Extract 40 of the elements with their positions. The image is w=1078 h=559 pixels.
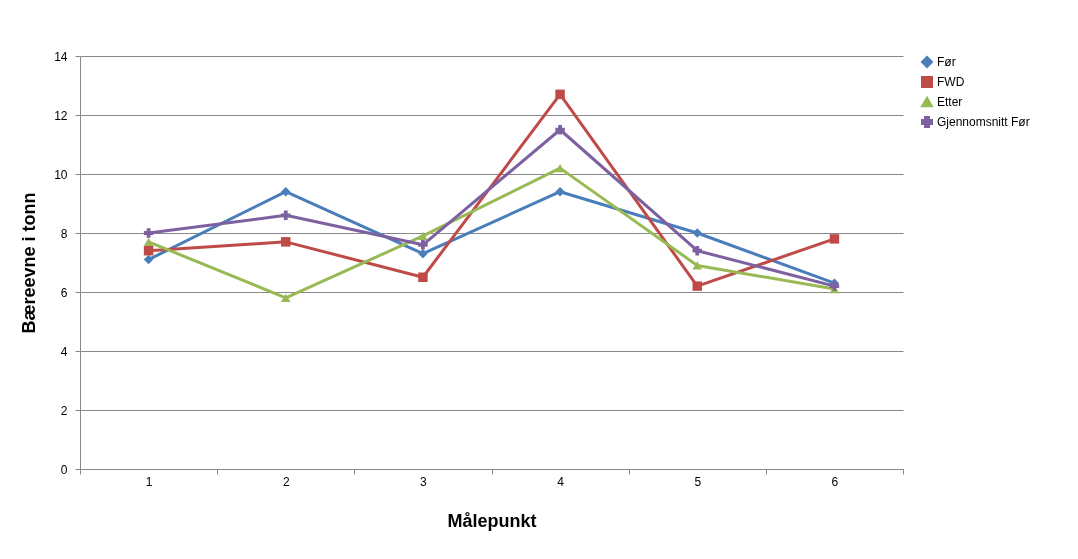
y-tick-label: 14 [54, 49, 68, 64]
x-tick-label: 4 [557, 474, 565, 489]
point [418, 240, 428, 250]
legend-label: FWD [937, 75, 965, 89]
point [692, 261, 702, 270]
point [692, 281, 702, 291]
x-tick-label: 6 [831, 474, 839, 489]
point [418, 248, 428, 259]
y-tick-label: 12 [54, 108, 68, 123]
point [692, 245, 702, 256]
point [555, 163, 565, 173]
point [555, 89, 565, 100]
point [829, 234, 840, 244]
point [555, 186, 565, 197]
point [143, 254, 154, 265]
point [281, 293, 291, 303]
y-tick-label: 0 [60, 462, 68, 477]
y-tick-label: 4 [60, 344, 68, 359]
x-tick-label: 2 [282, 474, 290, 489]
y-tick-label: 10 [54, 167, 68, 182]
point [143, 228, 154, 238]
x-tick-label: 5 [694, 474, 702, 489]
legend-label: Før [937, 55, 956, 69]
point [418, 231, 428, 241]
x-axis-title: Målepunkt [447, 510, 537, 531]
y-tick-label: 2 [60, 403, 68, 418]
legend-label: Gjennomsnitt Før [937, 115, 1030, 129]
y-axis-title: Bæreevne i tonn [19, 192, 40, 334]
point [281, 210, 291, 221]
x-tick-label: 3 [420, 474, 428, 489]
point [555, 125, 565, 135]
point [281, 186, 291, 197]
y-tick-label: 8 [60, 226, 68, 241]
legend-label: Etter [937, 95, 963, 109]
point [143, 245, 154, 256]
point [143, 237, 154, 246]
y-tick-label: 6 [60, 285, 68, 300]
x-tick-label: 1 [145, 474, 153, 489]
point [281, 237, 291, 247]
point [418, 272, 428, 282]
